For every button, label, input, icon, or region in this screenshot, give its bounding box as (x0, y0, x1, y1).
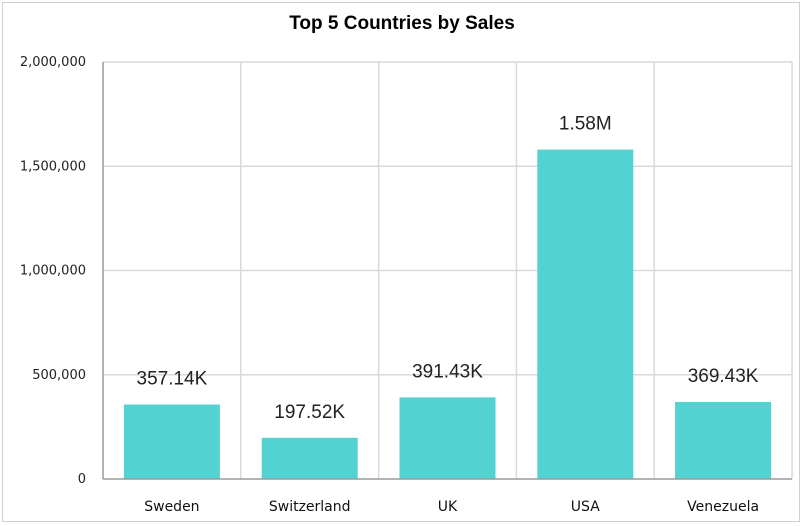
data-label: 369.43K (688, 366, 759, 387)
x-tick-label: Venezuela (687, 499, 759, 515)
y-tick-label: 1,000,000 (20, 264, 86, 279)
chart-title: Top 5 Countries by Sales (289, 13, 515, 34)
bar (261, 437, 358, 479)
data-label: 197.52K (274, 402, 345, 423)
bar (675, 401, 772, 479)
y-tick-label: 1,500,000 (20, 159, 86, 174)
data-label: 1.58M (559, 114, 612, 135)
x-tick-label: Sweden (144, 499, 199, 515)
labels: 0 500,000 1,000,000 1,500,000 2,000,000 357.1… (20, 55, 759, 515)
axes (102, 62, 792, 480)
x-tick-label: Switzerland (269, 499, 351, 515)
y-tick-label: 0 (78, 472, 86, 487)
bars (123, 149, 772, 479)
y-tick-label: 2,000,000 (20, 55, 86, 70)
bar (123, 404, 220, 479)
grid-lines (103, 61, 793, 479)
bar (399, 397, 496, 479)
bar (537, 149, 634, 479)
x-tick-label: UK (438, 499, 458, 515)
x-tick-label: USA (571, 499, 600, 515)
y-tick-label: 500,000 (32, 368, 86, 383)
data-label: 391.43K (412, 361, 483, 382)
data-label: 357.14K (137, 369, 208, 390)
